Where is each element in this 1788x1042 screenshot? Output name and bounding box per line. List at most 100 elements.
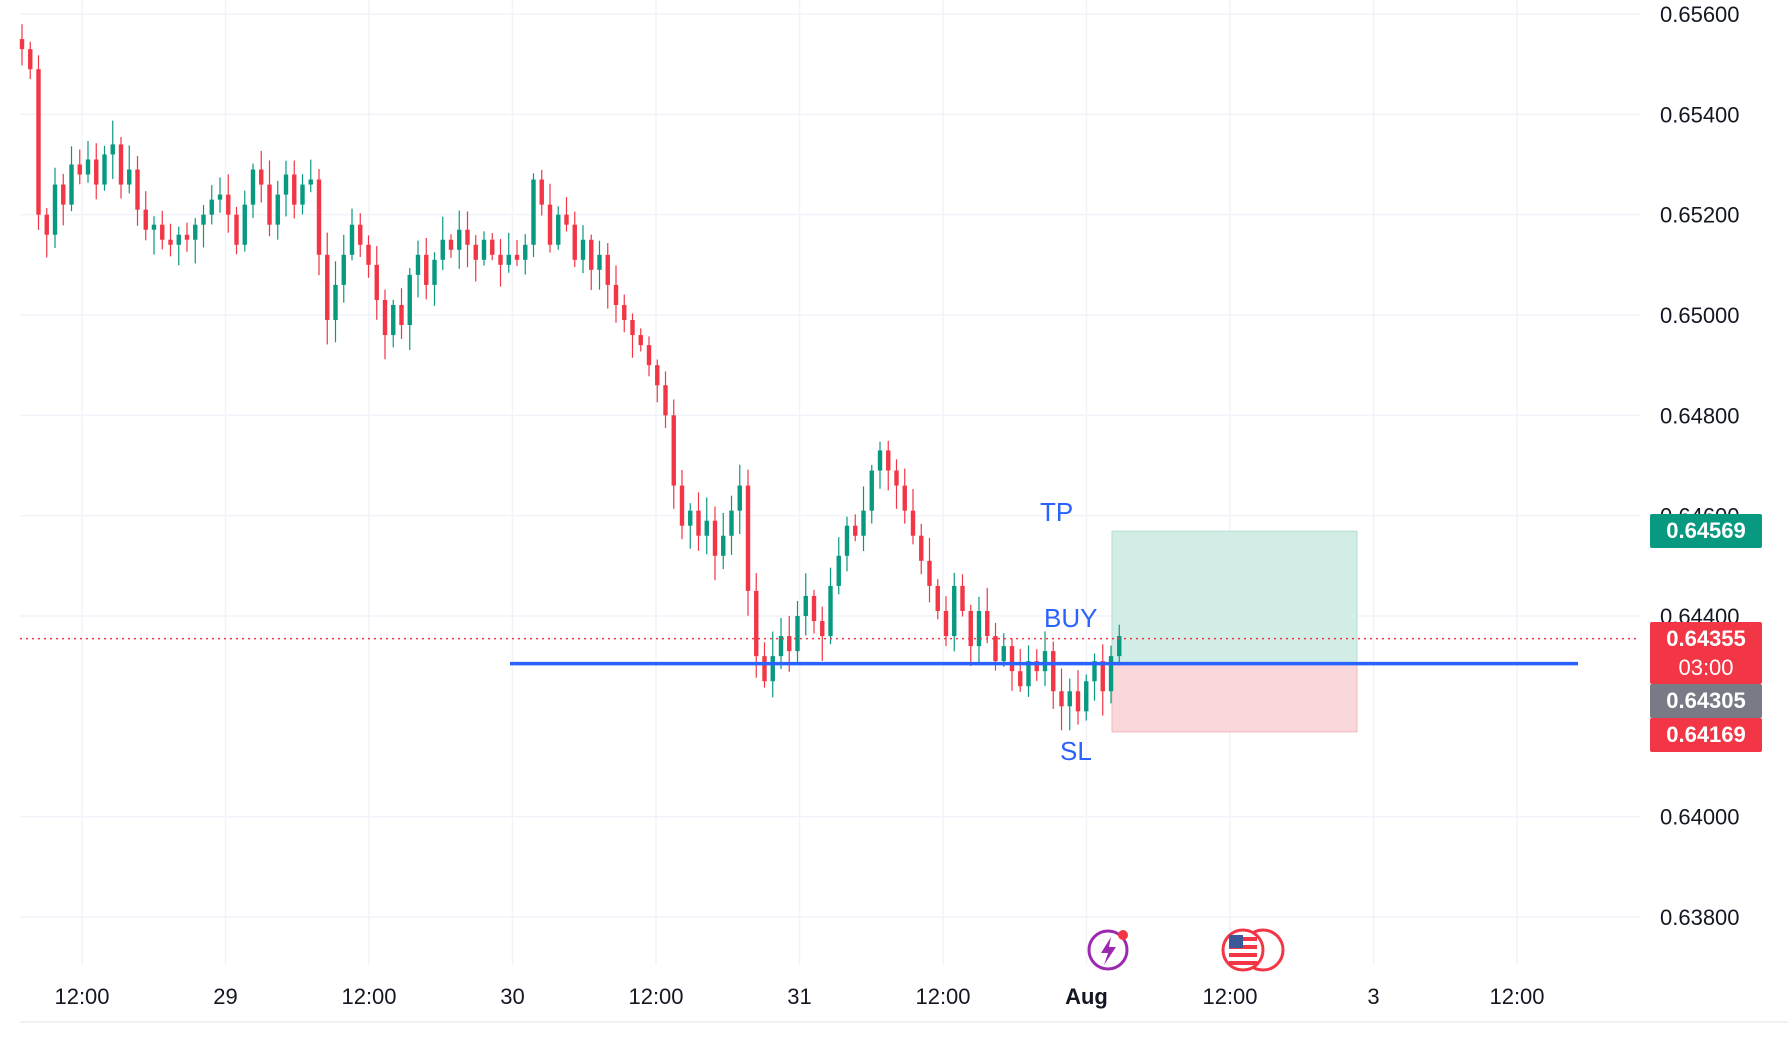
candle [374, 246, 379, 320]
candle [943, 596, 949, 647]
candle [1108, 645, 1114, 704]
time-tick-label: Aug [1065, 984, 1108, 1009]
time-axis[interactable]: 12:00 29 12:00 30 12:00 31 12:00 Aug 12:00 3 12:00 [20, 984, 1788, 1023]
candle [201, 204, 206, 248]
grid [20, 0, 1640, 965]
candle [844, 516, 850, 572]
candle [506, 232, 511, 273]
stop-loss-badge-value: 0.64169 [1666, 722, 1746, 747]
price-badges: 0.64569 0.64355 03:00 0.64305 0.64169 [1650, 514, 1762, 752]
candle [135, 156, 140, 226]
candle [259, 150, 264, 203]
candle [613, 265, 619, 323]
price-tick-label: 0.65000 [1660, 303, 1740, 328]
time-tick-label: 12:00 [1489, 984, 1544, 1009]
candle [490, 233, 495, 261]
price-tick-label: 0.65400 [1660, 102, 1740, 127]
candle [333, 261, 338, 343]
candle [778, 617, 784, 670]
candle [539, 169, 544, 216]
candle [160, 210, 165, 250]
time-tick-label: 12:00 [341, 984, 396, 1009]
event-icons[interactable] [1087, 928, 1285, 972]
entry-price-badge-value: 0.64305 [1666, 688, 1746, 713]
candle [745, 469, 751, 616]
loss-zone[interactable] [1111, 663, 1358, 733]
candle [572, 211, 577, 268]
candle [432, 252, 437, 306]
candle [473, 235, 478, 282]
candle [209, 185, 214, 225]
candle [52, 167, 58, 248]
candle [102, 145, 107, 191]
candle [176, 226, 181, 266]
time-tick-label: 3 [1367, 984, 1379, 1009]
tp-label: TP [1040, 497, 1073, 527]
candle [622, 294, 627, 333]
candle [556, 206, 561, 250]
candle [1059, 668, 1064, 731]
candle [919, 523, 924, 575]
candle [1092, 653, 1097, 701]
time-tick-label: 12:00 [915, 984, 970, 1009]
candle [547, 183, 553, 253]
candle [217, 177, 223, 213]
take-profit-badge: 0.64569 [1650, 514, 1762, 548]
candle [927, 537, 932, 603]
annotations: TP BUY SL [1040, 497, 1097, 766]
candle [19, 24, 25, 66]
candle [1084, 674, 1089, 721]
candle [143, 191, 148, 241]
candle [349, 208, 355, 261]
candle [292, 160, 297, 219]
profit-zone[interactable] [1111, 530, 1358, 665]
candle [118, 136, 124, 199]
time-tick-label: 12:00 [628, 984, 683, 1009]
price-tick-label: 0.64800 [1660, 403, 1740, 428]
candle [61, 173, 66, 226]
candle [275, 180, 280, 240]
candle [877, 441, 883, 489]
candle [481, 231, 487, 266]
candle [655, 359, 660, 403]
stop-loss-badge: 0.64169 [1650, 718, 1762, 752]
candle [952, 572, 957, 652]
last-price-badge-countdown: 03:00 [1678, 655, 1733, 680]
price-axis[interactable]: 0.656000.654000.652000.650000.648000.646… [1660, 2, 1740, 930]
candle [77, 149, 82, 185]
candle [44, 208, 49, 258]
lightning-event-icon[interactable] [1087, 929, 1129, 971]
candle [754, 573, 759, 678]
candle [300, 174, 305, 215]
candle [498, 239, 503, 287]
candle [69, 146, 74, 212]
candle [564, 197, 569, 232]
candle [704, 497, 709, 555]
candle [663, 371, 668, 428]
candle [1051, 641, 1056, 709]
candle [795, 600, 800, 666]
candle [465, 211, 470, 268]
candle [1117, 624, 1122, 665]
candle [85, 140, 91, 183]
candle [399, 288, 404, 339]
candle [110, 120, 115, 179]
candle [976, 596, 982, 663]
us-flag-event-icon[interactable] [1221, 928, 1285, 972]
price-tick-label: 0.65200 [1660, 203, 1740, 228]
candle [894, 459, 899, 509]
price-tick-label: 0.63800 [1660, 905, 1740, 930]
candle [811, 589, 817, 634]
time-tick-label: 30 [500, 984, 524, 1009]
candle [820, 606, 825, 661]
candle [696, 492, 701, 551]
candle [968, 604, 973, 666]
time-tick-label: 31 [787, 984, 811, 1009]
sl-label: SL [1060, 736, 1092, 766]
candle [671, 399, 676, 509]
candle [679, 469, 685, 540]
candle [737, 464, 742, 535]
candle [729, 495, 734, 555]
